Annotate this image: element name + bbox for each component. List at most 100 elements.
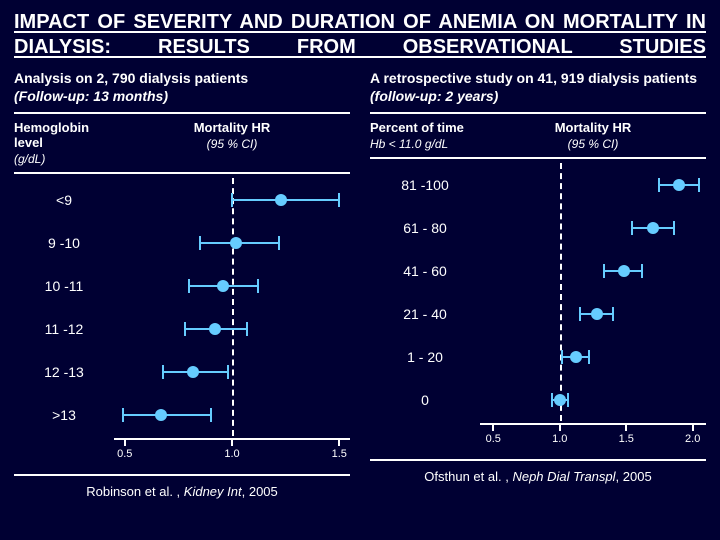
axis-tick-label: 1.5 — [332, 448, 347, 460]
left-subtitle-line1: Analysis on 2, 790 dialysis patients — [14, 70, 248, 86]
right-panel: A retrospective study on 41, 919 dialysi… — [370, 70, 706, 499]
axis-tick-label: 1.5 — [619, 433, 634, 445]
left-axis: 0.5 1.0 1.5 — [14, 436, 350, 464]
hdr-sub: (g/dL) — [14, 152, 114, 166]
right-citation: Ofsthun et al. , Neph Dial Transpl, 2005 — [370, 469, 706, 484]
hdr-text: Mortality HR — [555, 120, 632, 135]
point-estimate-dot — [217, 280, 229, 292]
hdr-text: Hemoglobin level — [14, 120, 89, 150]
category-label: 10 -11 — [14, 278, 114, 294]
left-subtitle-line2: (Follow-up: 13 months) — [14, 88, 168, 104]
citation-year: , 2005 — [616, 469, 652, 484]
right-col1-header: Percent of time Hb < 11.0 g/dL — [370, 120, 480, 151]
ci-cap — [122, 408, 124, 422]
right-col2-header: Mortality HR (95 % CI) — [480, 120, 706, 151]
axis-tick-label: 2.0 — [685, 433, 700, 445]
citation-year: , 2005 — [242, 484, 278, 499]
hdr-text: Percent of time — [370, 120, 464, 135]
category-label: 9 -10 — [14, 235, 114, 251]
category-label: 12 -13 — [14, 364, 114, 380]
citation-author: Ofsthun et al. , — [424, 469, 512, 484]
ci-cap — [612, 307, 614, 321]
right-subtitle-line1: A retrospective study on 41, 919 dialysi… — [370, 70, 697, 86]
forest-row: 41 - 60 — [370, 249, 706, 292]
category-label: 41 - 60 — [370, 263, 480, 279]
ci-cap — [246, 322, 248, 336]
ci-cap — [603, 264, 605, 278]
ci-cap — [278, 236, 280, 250]
left-citation: Robinson et al. , Kidney Int, 2005 — [14, 484, 350, 499]
ci-cap — [162, 365, 164, 379]
divider — [14, 112, 350, 114]
hdr-sub: (95 % CI) — [480, 137, 706, 151]
axis-tick-label: 0.5 — [486, 433, 501, 445]
left-col1-header: Hemoglobin level (g/dL) — [14, 120, 114, 166]
forest-row: 0 — [370, 378, 706, 421]
forest-plot-row — [480, 163, 706, 206]
ci-cap — [658, 178, 660, 192]
right-subtitle-line2: (follow-up: 2 years) — [370, 88, 498, 104]
citation-journal: Kidney Int — [184, 484, 242, 499]
point-estimate-dot — [647, 222, 659, 234]
forest-plot-row — [480, 378, 706, 421]
ci-cap — [579, 307, 581, 321]
forest-row: >13 — [14, 393, 350, 436]
axis-tick-label: 1.0 — [224, 448, 239, 460]
point-estimate-dot — [230, 237, 242, 249]
left-col2-header: Mortality HR (95 % CI) — [114, 120, 350, 166]
ci-cap — [338, 193, 340, 207]
forest-plot-row — [480, 206, 706, 249]
forest-row: 81 -100 — [370, 163, 706, 206]
forest-plot-row — [480, 335, 706, 378]
point-estimate-dot — [591, 308, 603, 320]
ci-cap — [641, 264, 643, 278]
left-forest-plot: <9 9 -10 10 -11 11 -12 12 -13 >13 — [14, 178, 350, 436]
forest-plot-row — [114, 393, 350, 436]
point-estimate-dot — [187, 366, 199, 378]
forest-plot-row — [114, 264, 350, 307]
hdr-text: Mortality HR — [194, 120, 271, 135]
forest-row: 21 - 40 — [370, 292, 706, 335]
forest-row: 11 -12 — [14, 307, 350, 350]
ci-cap — [698, 178, 700, 192]
ci-cap — [188, 279, 190, 293]
left-header-row: Hemoglobin level (g/dL) Mortality HR (95… — [14, 120, 350, 166]
panels-container: Analysis on 2, 790 dialysis patients (Fo… — [14, 70, 706, 499]
category-label: 11 -12 — [14, 321, 114, 337]
category-label: 1 - 20 — [370, 349, 480, 365]
divider — [370, 112, 706, 114]
axis-tick-label: 0.5 — [117, 448, 132, 460]
forest-row: 9 -10 — [14, 221, 350, 264]
ci-cap — [551, 393, 553, 407]
right-axis: 0.5 1.0 1.5 2.0 — [370, 421, 706, 449]
point-estimate-dot — [275, 194, 287, 206]
point-estimate-dot — [209, 323, 221, 335]
hdr-sub: Hb < 11.0 g/dL — [370, 137, 480, 151]
citation-journal: Neph Dial Transpl — [512, 469, 615, 484]
point-estimate-dot — [618, 265, 630, 277]
ci-cap — [588, 350, 590, 364]
category-label: 21 - 40 — [370, 306, 480, 322]
ci-cap — [231, 193, 233, 207]
forest-plot-row — [114, 307, 350, 350]
ci-cap — [567, 393, 569, 407]
forest-row: 61 - 80 — [370, 206, 706, 249]
right-forest-plot: 81 -10061 - 80 41 - 60 21 - 40 1 - 20 0 — [370, 163, 706, 421]
point-estimate-dot — [554, 394, 566, 406]
hdr-sub: (95 % CI) — [114, 137, 350, 151]
page-title: IMPACT OF SEVERITY AND DURATION OF ANEMI… — [14, 10, 706, 60]
forest-plot-row — [480, 292, 706, 335]
category-label: <9 — [14, 192, 114, 208]
ci-cap — [227, 365, 229, 379]
forest-row: 1 - 20 — [370, 335, 706, 378]
forest-plot-row — [114, 350, 350, 393]
point-estimate-dot — [570, 351, 582, 363]
category-label: >13 — [14, 407, 114, 423]
point-estimate-dot — [673, 179, 685, 191]
left-panel: Analysis on 2, 790 dialysis patients (Fo… — [14, 70, 350, 499]
forest-plot-row — [480, 249, 706, 292]
right-subtitle: A retrospective study on 41, 919 dialysi… — [370, 70, 706, 106]
axis-tick-label: 1.0 — [552, 433, 567, 445]
category-label: 0 — [370, 392, 480, 408]
divider — [14, 474, 350, 476]
